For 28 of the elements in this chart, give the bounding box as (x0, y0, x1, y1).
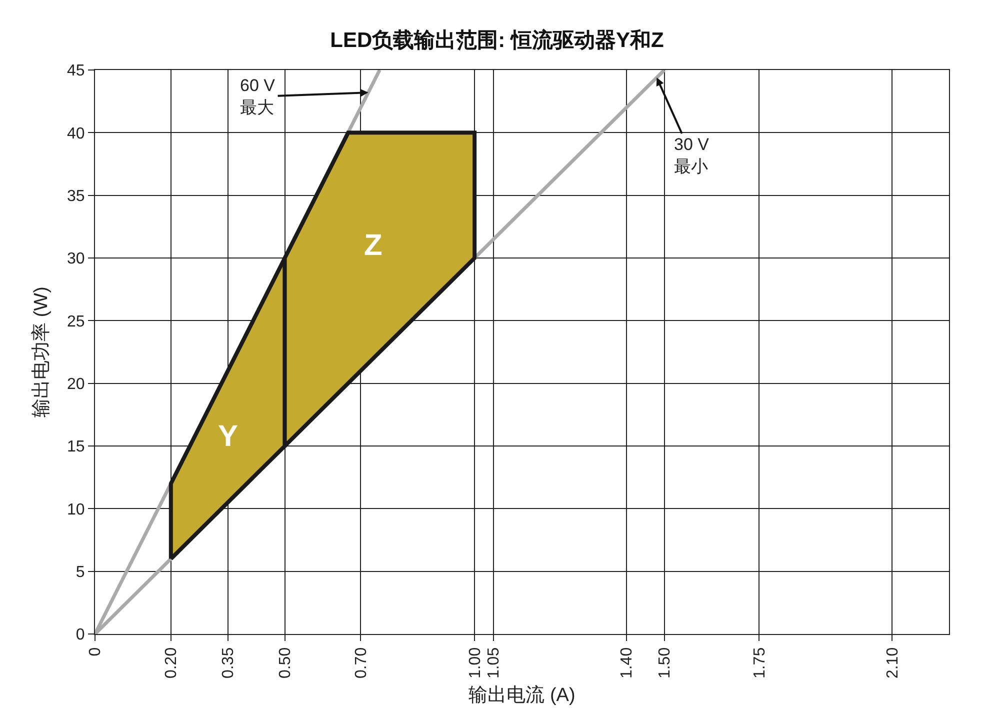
series-label: Z (364, 229, 382, 262)
x-tick-label: 1.40 (618, 647, 636, 679)
x-tick-label: 1.50 (656, 647, 674, 679)
y-tick-label: 10 (67, 501, 85, 518)
y-tick-label: 15 (67, 438, 85, 456)
y-tick-label: 45 (67, 62, 85, 80)
x-tick-label: 0.70 (352, 647, 370, 679)
y-axis-title: 输出电功率 (W) (30, 286, 52, 418)
y-tick-label: 25 (67, 313, 85, 330)
x-tick-label: 2.10 (884, 647, 902, 679)
x-axis-title: 输出电流 (A) (468, 684, 576, 706)
x-tick-label: 1.75 (751, 647, 768, 679)
y-tick-label: 5 (76, 564, 85, 581)
y-tick-label: 30 (67, 250, 85, 268)
x-tick-label: 0.50 (276, 647, 294, 679)
x-tick-label: 0.20 (163, 647, 180, 679)
chart-title: LED负载输出范围: 恒流驱动器Y和Z (330, 28, 664, 52)
x-tick-label: 0 (87, 647, 104, 656)
x-tick-label: 1.05 (486, 647, 503, 679)
x-tick-label: 0.35 (220, 647, 238, 679)
y-tick-label: 0 (76, 626, 85, 644)
y-tick-label: 40 (67, 125, 85, 142)
y-tick-label: 35 (67, 188, 85, 205)
annotation: 30 V 最小 (674, 135, 710, 176)
x-tick-label: 1.00 (466, 647, 484, 679)
annotation: 60 V 最大 (240, 76, 276, 118)
series-label: Y (218, 420, 238, 453)
y-tick-label: 20 (67, 376, 85, 393)
